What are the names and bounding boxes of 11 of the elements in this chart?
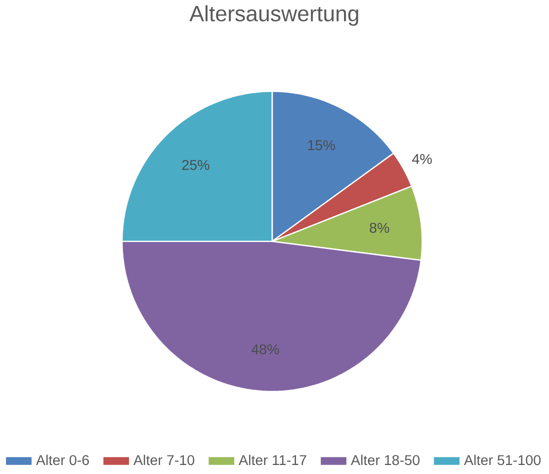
data-label: 25% xyxy=(182,160,210,170)
legend-label: Alter 18-50 xyxy=(350,454,420,466)
data-label: 4% xyxy=(412,154,432,164)
legend-label: Alter 11-17 xyxy=(238,454,306,466)
data-label: 48% xyxy=(251,344,280,355)
legend-label: Alter 0-6 xyxy=(36,454,89,466)
legend-label: Alter 7-10 xyxy=(133,454,194,466)
data-label: 8% xyxy=(370,222,390,234)
chart-title: Altersauswertung xyxy=(189,5,358,26)
data-label: 15% xyxy=(308,140,335,150)
legend-label: Alter 51-100 xyxy=(464,454,541,466)
